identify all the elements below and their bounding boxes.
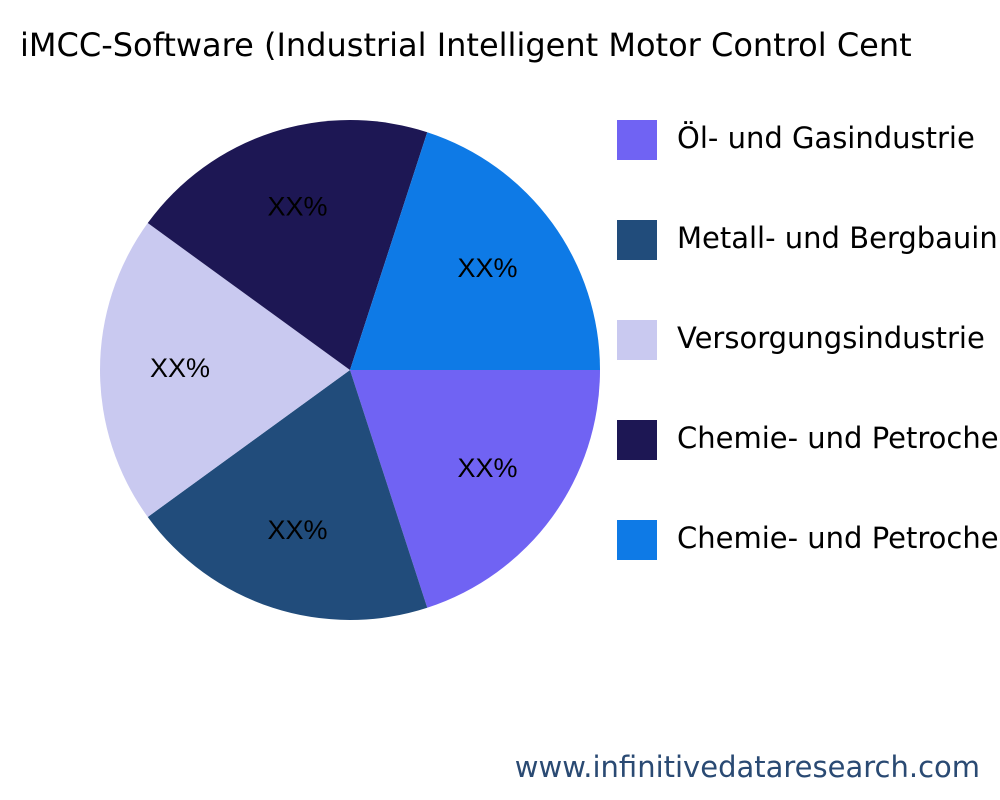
pie-slice xyxy=(147,370,428,620)
pie-slice xyxy=(100,223,350,517)
legend-swatch xyxy=(617,120,657,160)
pie-slice xyxy=(350,132,600,370)
data-label: XX% xyxy=(267,515,327,545)
source-link: www.infinitivedataresearch.com xyxy=(515,750,980,784)
pie-slice xyxy=(147,120,428,370)
chart-title: iMCC-Software (Industrial Intelligent Mo… xyxy=(20,26,912,64)
legend-label: Versorgungsindustrie xyxy=(677,321,985,355)
legend-swatch xyxy=(617,220,657,260)
data-label: XX% xyxy=(267,191,327,221)
data-label: XX% xyxy=(458,253,518,283)
legend-swatch xyxy=(617,420,657,460)
legend-label: Chemie- und Petroche xyxy=(677,521,999,555)
legend-label: Öl- und Gasindustrie xyxy=(677,121,975,155)
legend-swatch xyxy=(617,320,657,360)
pie-slice xyxy=(350,370,600,608)
legend-label: Chemie- und Petroche xyxy=(677,421,999,455)
legend-label: Metall- und Bergbauin xyxy=(677,221,998,255)
legend-swatch xyxy=(617,520,657,560)
data-label: XX% xyxy=(150,353,210,383)
data-label: XX% xyxy=(458,453,518,483)
